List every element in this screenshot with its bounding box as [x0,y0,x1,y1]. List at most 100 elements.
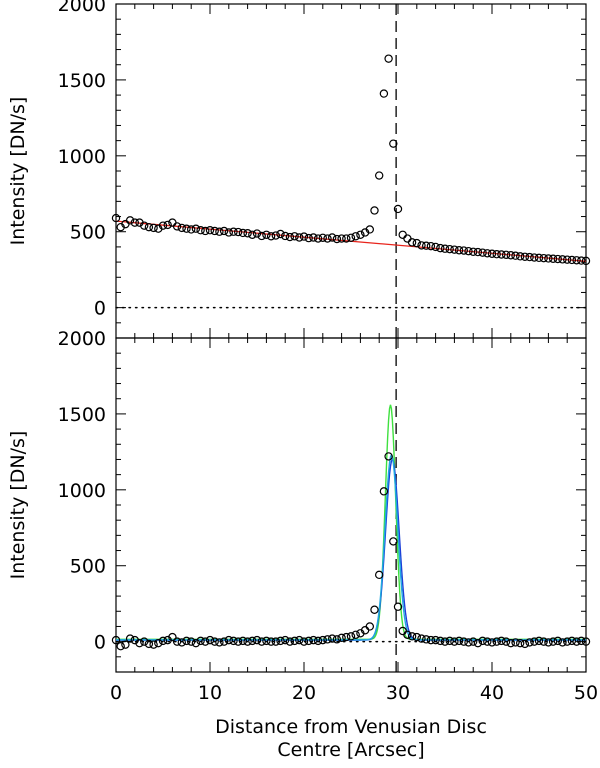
data-point [412,238,421,248]
data-point [563,637,572,646]
y-tick-label: 1500 [58,404,106,426]
data-point [501,250,511,260]
x-axis-label-line-2: Centre [Arcsec] [277,739,424,761]
data-point [111,213,121,223]
data-point [581,637,591,646]
data-point [337,234,346,243]
data-point [440,637,450,646]
data-point [506,251,515,260]
data-point [323,635,332,644]
data-point [201,226,210,236]
y-tick-label: 500 [70,222,106,244]
data-point [497,636,506,646]
data-point [417,634,426,643]
data-point [422,241,431,250]
data-point [412,632,421,642]
data-point [436,636,445,646]
data-point [384,452,393,461]
data-point [478,636,487,646]
data-point [539,253,548,263]
data-point [313,234,323,243]
data-point [346,632,356,641]
data-point [201,637,210,646]
data-point [520,639,530,649]
y-tick-label: 1000 [58,146,106,168]
data-point [125,216,135,225]
data-point [469,637,478,646]
data-point [186,225,196,234]
data-point [492,637,501,646]
data-point [431,635,440,645]
fit-curve [116,453,586,641]
y-tick-label: 2000 [58,0,106,16]
data-point [407,632,417,641]
data-point [454,246,464,255]
data-point [464,246,473,256]
x-tick-label: 10 [198,682,222,704]
data-point [450,245,459,254]
data-point [205,226,215,235]
data-point [139,221,149,230]
data-point [149,640,158,649]
bottom-panel: 0 500 1000 1500 2000 0 10 20 30 40 50 Intensity [… [7,328,598,761]
data-point [342,632,351,642]
data-point [276,229,285,239]
data-point [328,634,337,643]
bottom-y-axis-label: Intensity [DN/s] [7,431,29,580]
data-point [139,637,149,646]
data-point [436,243,445,253]
y-tick-label: 0 [94,632,106,654]
data-point [323,234,332,243]
data-point [186,637,196,646]
data-point [172,637,182,646]
data-point [511,251,520,260]
data-point [309,635,318,645]
data-point [356,230,365,239]
y-tick-label: 2000 [58,328,106,350]
data-point [483,249,492,258]
top-panel: 0 500 1000 1500 2000 Intensity [DN/s] [7,0,591,339]
data-point [168,632,177,642]
data-point [191,638,201,648]
data-point [516,638,525,648]
data-point [563,255,572,264]
data-point [144,639,154,649]
data-point [295,635,304,645]
data-point [478,248,487,257]
data-point [365,622,374,631]
data-point [243,229,252,238]
data-point [450,637,459,646]
data-point [125,634,135,643]
data-point [544,254,553,263]
data-point [304,233,313,243]
data-point [238,228,248,238]
data-point [285,637,295,646]
data-point [577,256,586,265]
data-point [459,637,468,646]
data-point [581,256,591,266]
data-point [483,637,492,646]
x-tick-label: 0 [110,682,122,704]
data-point [318,635,327,645]
data-point [248,636,257,646]
data-point [290,636,299,646]
data-point [295,233,304,242]
data-point [135,638,144,648]
data-point [351,232,360,241]
data-point [426,241,436,251]
data-point [389,537,398,546]
data-point [375,570,384,580]
data-point [407,238,417,247]
data-point [332,635,342,644]
data-point [558,638,567,647]
data-point [548,637,558,646]
data-point [473,638,483,648]
data-point [163,220,172,230]
data-point [215,227,224,236]
y-tick-label: 0 [94,298,106,320]
data-point [346,233,356,242]
data-point [257,231,266,241]
data-point [196,226,205,235]
data-point [389,139,398,148]
data-point [116,641,125,651]
